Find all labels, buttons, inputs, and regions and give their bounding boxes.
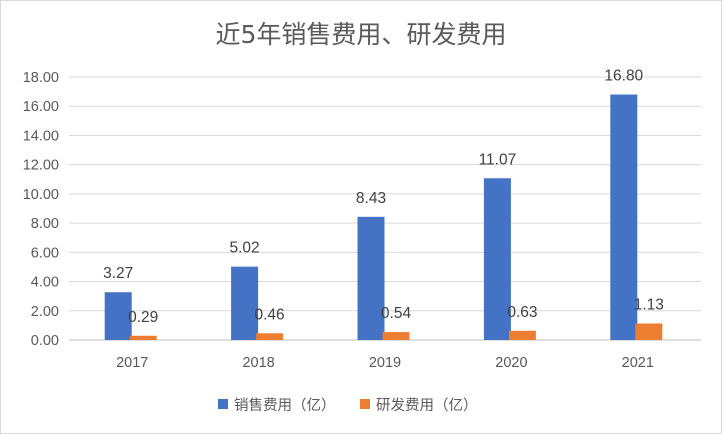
bar-sales-2020 (483, 178, 511, 340)
legend: 销售费用（亿） 研发费用（亿） (218, 397, 478, 414)
data-label: 0.29 (128, 309, 158, 326)
y-axis-ticks: 0.00 2.00 4.00 6.00 8.00 10.00 12.00 14.00 16.00… (23, 70, 59, 349)
bar-sales-2019 (357, 216, 385, 340)
bars (104, 94, 663, 341)
data-label: 0.46 (255, 306, 285, 323)
x-axis-ticks: 2017 2018 2019 2020 2021 (116, 355, 654, 371)
data-label: 16.80 (604, 68, 643, 85)
bar-sales-2017 (104, 292, 132, 340)
x-tick-label: 2021 (622, 355, 654, 371)
chart-title: 近5年销售费用、研发费用 (216, 20, 507, 49)
data-label: 5.02 (230, 240, 260, 257)
y-tick-label: 4.00 (31, 275, 59, 291)
y-tick-label: 6.00 (31, 245, 59, 261)
data-label: 1.13 (634, 296, 664, 313)
data-labels: 3.27 5.02 8.43 11.07 16.80 0.29 0.46 0.54 0.63 1.… (103, 68, 664, 326)
y-tick-label: 8.00 (31, 216, 59, 232)
y-tick-label: 10.00 (23, 187, 59, 203)
legend-swatch (218, 399, 228, 409)
bar-rnd-2018 (256, 333, 284, 340)
data-label: 0.54 (381, 305, 412, 322)
bar-sales-2018 (231, 266, 259, 340)
data-label: 3.27 (103, 265, 133, 282)
data-label: 0.63 (507, 304, 537, 321)
y-tick-label: 0.00 (31, 333, 59, 349)
bar-rnd-2017 (129, 335, 157, 340)
y-tick-label: 18.00 (23, 70, 59, 86)
legend-swatch (360, 399, 370, 409)
bar-sales-2021 (610, 94, 638, 341)
x-tick-label: 2018 (242, 355, 274, 371)
legend-label: 销售费用（亿） (234, 397, 336, 414)
legend-item-rnd: 研发费用（亿） (360, 397, 478, 414)
bar-rnd-2021 (635, 323, 663, 340)
x-tick-label: 2017 (116, 355, 148, 371)
y-tick-label: 12.00 (23, 158, 59, 174)
data-label: 11.07 (479, 151, 517, 168)
data-label: 8.43 (356, 190, 386, 207)
bar-rnd-2020 (508, 330, 536, 340)
grid-layer (69, 76, 701, 341)
legend-item-sales: 销售费用（亿） (218, 397, 336, 414)
bar-rnd-2019 (382, 332, 410, 340)
y-tick-label: 16.00 (23, 99, 59, 115)
x-tick-label: 2019 (369, 355, 401, 371)
y-tick-label: 2.00 (31, 304, 59, 320)
x-tick-label: 2020 (495, 355, 527, 371)
y-tick-label: 14.00 (23, 128, 59, 144)
legend-label: 研发费用（亿） (376, 397, 478, 414)
